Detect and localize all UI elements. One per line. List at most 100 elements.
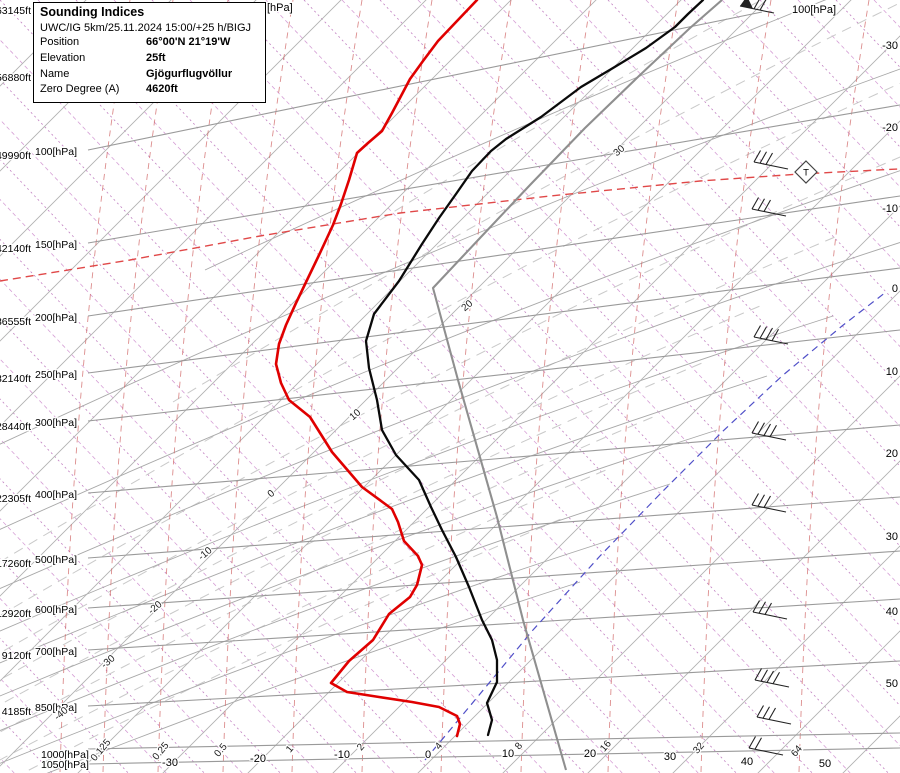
- blue-dashed-line: [424, 291, 887, 761]
- pressure-label: 250[hPa]: [35, 369, 77, 381]
- wind-barb-stroke: [758, 601, 766, 614]
- isobar-line-850: [87, 660, 900, 707]
- dry-adiabat-line: [0, 483, 671, 731]
- magenta-guide-line: [37, 0, 775, 773]
- temperature-curve: [364, 0, 705, 737]
- pressure-label: 300[hPa]: [35, 417, 77, 429]
- wind-barb-stroke: [762, 706, 770, 719]
- bottom-temp-label: -10: [334, 749, 350, 761]
- isotherm-line: [332, 205, 900, 773]
- pressure-label: 100[hPa]: [35, 146, 77, 158]
- magenta-guide-line: [0, 119, 623, 773]
- info-value: Gjögurflugvöllur: [146, 67, 233, 80]
- mixing-ratio-line: [157, 0, 229, 773]
- partial-pressure-label: [hPa]: [267, 2, 293, 14]
- wind-barb-stroke: [751, 208, 787, 217]
- wind-barb-stroke: [760, 669, 768, 682]
- info-row-position: Position 66°00'N 21°19'W: [40, 35, 259, 51]
- magenta-guide-line: [75, 0, 813, 773]
- info-row-zero-degree: Zero Degree (A) 4620ft: [40, 82, 259, 98]
- moist-adiabat-line: [0, 82, 900, 563]
- pressure-label: 600[hPa]: [35, 604, 77, 616]
- info-label: Name: [40, 67, 70, 80]
- mixing-ratio-line: [361, 0, 433, 773]
- bottom-temp-label: 40: [741, 756, 753, 768]
- isobar-line-300: [87, 329, 900, 422]
- mixing-ratio-line: [440, 0, 512, 773]
- wind-barb-stroke: [752, 600, 760, 613]
- pressure-label: 200[hPa]: [35, 312, 77, 324]
- mixing-ratio-line: [291, 0, 363, 773]
- isotherm-line: [672, 545, 900, 773]
- wind-barb: [754, 668, 790, 688]
- height-ft-label: 12920ft: [0, 608, 31, 620]
- magenta-guide-line: [0, 198, 547, 773]
- wind-barb: [756, 705, 792, 725]
- info-value: 4620ft: [146, 83, 178, 96]
- bottom-temp-label: 30: [664, 751, 676, 763]
- height-ft-label: 42140ft: [0, 243, 31, 255]
- right-temp-label: 50: [886, 678, 898, 690]
- wind-barb-stroke: [751, 432, 787, 441]
- parcel-gray-curve: [431, 0, 723, 771]
- dry-adiabat-line: [0, 170, 900, 530]
- pressure-label: 1050[hPa]: [41, 759, 89, 771]
- isotherm-line: [247, 120, 900, 773]
- height-ft-label: 49990ft: [0, 150, 31, 162]
- isotherm-line: [0, 0, 682, 682]
- mixing-ratio-label: 16: [598, 738, 614, 754]
- mixing-ratio-label: 32: [691, 740, 707, 756]
- wind-barb-stroke: [772, 671, 780, 685]
- isotherm-line: [0, 0, 172, 172]
- top-right-pressure-label: 100[hPa]: [792, 4, 836, 16]
- magenta-guide-line: [151, 0, 889, 773]
- adiabat-label: -30: [99, 653, 117, 671]
- wind-barb-stroke: [756, 705, 764, 718]
- moist-adiabat-line: [22, 518, 562, 773]
- right-temp-label: -30: [882, 40, 898, 52]
- magenta-guide-line: [0, 278, 471, 773]
- pressure-label: 850[hPa]: [35, 702, 77, 714]
- wind-barb-stroke: [766, 670, 774, 683]
- isotherm-line: [0, 0, 767, 767]
- moist-adiabat-line: [0, 416, 654, 733]
- info-label: Elevation: [40, 52, 86, 65]
- info-box-title: Sounding Indices: [40, 5, 145, 19]
- wind-barb-stroke: [751, 504, 787, 513]
- wind-barb-stroke: [757, 198, 765, 211]
- wind-barb: [753, 150, 789, 170]
- mixing-ratio-line: [102, 0, 174, 773]
- sounding-indices-box: Sounding Indices UWC/IG 5km/25.11.2024 1…: [33, 2, 266, 103]
- pressure-label: 400[hPa]: [35, 489, 77, 501]
- magenta-guide-line: [341, 0, 900, 587]
- wind-barb: [739, 0, 775, 14]
- right-temp-label: 10: [886, 366, 898, 378]
- pressure-label: 1000[hPa]: [41, 749, 89, 761]
- wind-barb-stroke: [756, 716, 792, 725]
- right-temp-label: -20: [882, 122, 898, 134]
- height-ft-label: 32140ft: [0, 373, 31, 385]
- pressure-label: 500[hPa]: [35, 554, 77, 566]
- height-ft-label: 9120ft: [2, 650, 31, 662]
- wind-barb-stroke: [769, 424, 777, 438]
- height-ft-label: 36555ft: [0, 316, 31, 328]
- mixing-ratio-label: 8: [513, 740, 525, 752]
- right-temp-label: 20: [886, 448, 898, 460]
- wind-barb-stroke: [763, 199, 771, 212]
- bottom-temp-label: 50: [819, 758, 831, 770]
- adiabat-label: 30: [612, 143, 628, 159]
- dry-adiabat-line: [0, 242, 900, 589]
- isotherm-line: [417, 290, 900, 773]
- dry-adiabat-line: [204, 0, 827, 271]
- wind-barb-stroke: [759, 151, 767, 164]
- magenta-guide-line: [379, 0, 900, 547]
- wind-barb: [748, 736, 784, 756]
- moist-adiabat-line: [0, 236, 836, 654]
- height-ft-label: 4185ft: [2, 706, 31, 718]
- magenta-guide-line: [721, 0, 900, 188]
- dry-adiabat-line: [46, 581, 581, 773]
- magenta-guide-line: [0, 358, 395, 773]
- magenta-guide-line: [113, 0, 851, 773]
- mixing-ratio-line: [607, 0, 679, 773]
